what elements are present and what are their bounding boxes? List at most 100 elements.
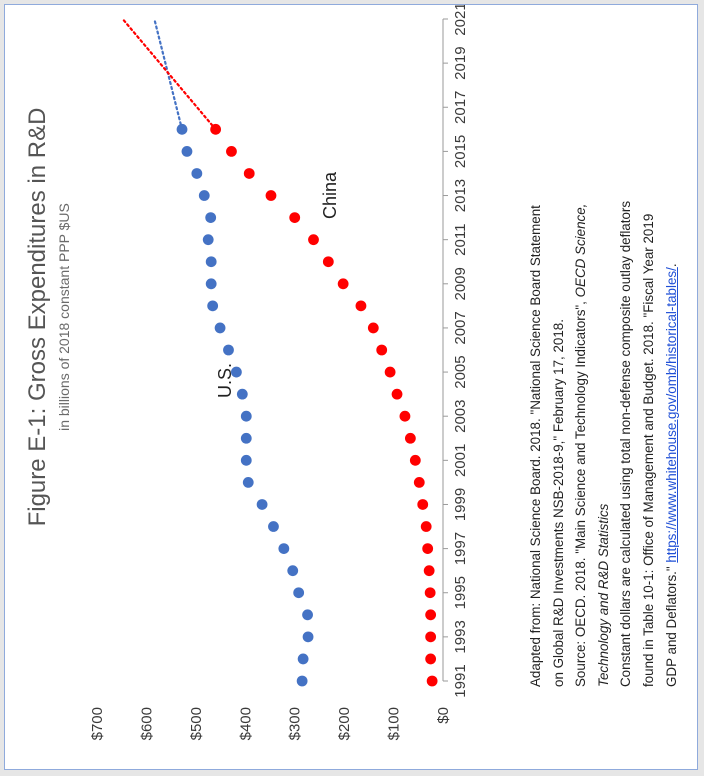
data-point-us — [240, 454, 252, 466]
note-line-2: on Global R&D Investments NSB-2018-9," F… — [550, 319, 566, 687]
data-point-china — [409, 454, 421, 466]
data-point-us — [240, 410, 252, 422]
data-point-us — [198, 190, 210, 201]
y-tick-label: $400 — [237, 707, 254, 740]
data-point-us — [296, 675, 308, 687]
whitehouse-link[interactable]: https://www.whitehouse.gov/omb/historica… — [663, 267, 679, 563]
x-tick-label: 2017 — [452, 91, 469, 124]
data-point-us — [287, 565, 299, 577]
data-point-us — [176, 123, 188, 135]
note-line-6: found in Table 10-1: Office of Managemen… — [640, 213, 656, 687]
note-line-7-text: GDP and Deflators." — [663, 562, 679, 687]
data-point-us — [293, 587, 305, 599]
data-point-china — [423, 565, 435, 577]
data-point-us — [236, 388, 248, 400]
data-point-china — [425, 609, 437, 621]
data-point-china — [226, 146, 237, 157]
data-point-us — [297, 653, 309, 665]
x-tick-label: 2013 — [452, 179, 469, 212]
data-point-china — [417, 499, 429, 510]
data-point-china — [243, 168, 255, 179]
rotated-figure: Figure E-1: Gross Expenditures in R&D in… — [5, 5, 699, 771]
data-point-china — [337, 278, 349, 290]
data-point-us — [223, 344, 234, 356]
data-point-us — [207, 300, 219, 312]
note-line-3-text: Source: OECD. 2018. "Main Science and Te… — [573, 297, 589, 687]
x-tick-label: 2019 — [452, 46, 469, 79]
figure-frame: Figure E-1: Gross Expenditures in R&D in… — [4, 4, 698, 770]
x-tick-label: 2003 — [452, 400, 469, 433]
data-point-us — [268, 521, 279, 532]
data-point-us — [214, 322, 226, 334]
data-point-us — [205, 256, 217, 268]
chart: Figure E-1: Gross Expenditures in R&D in… — [24, 5, 469, 740]
y-tick-label: $0 — [435, 707, 452, 724]
y-tick-label: $100 — [386, 707, 403, 740]
x-tick-label: 1999 — [452, 488, 469, 521]
x-tick-label: 2009 — [452, 267, 469, 300]
series-label-china: China — [320, 171, 340, 219]
x-tick-label: 1993 — [452, 620, 469, 653]
note-line-3: Source: OECD. 2018. "Main Science and Te… — [570, 47, 593, 687]
source-notes: Adapted from: National Science Board. 20… — [525, 47, 683, 687]
data-point-china — [322, 256, 334, 268]
data-point-us — [191, 168, 203, 179]
data-point-china — [422, 543, 434, 554]
series-label-us: U.S. — [215, 363, 235, 398]
trend-lines — [121, 17, 217, 131]
data-point-us — [205, 278, 217, 290]
data-point-china — [265, 190, 277, 201]
data-point-china — [210, 123, 222, 135]
data-point-china — [384, 366, 396, 378]
data-point-us — [230, 366, 242, 378]
data-point-china — [391, 388, 403, 400]
data-point-china — [425, 631, 437, 643]
data-point-china — [404, 432, 416, 444]
data-point-china — [289, 212, 301, 223]
note-line-7-end: . — [663, 263, 679, 268]
data-point-china — [420, 521, 432, 532]
data-point-china — [424, 587, 436, 599]
chart-title: Figure E-1: Gross Expenditures in R&D — [24, 108, 51, 527]
y-axis-ticks: $0 $100 $200 $300 $400 $500 $600 $700 — [89, 707, 452, 740]
data-points — [176, 123, 438, 687]
data-point-us — [302, 609, 313, 621]
data-point-china — [376, 344, 388, 356]
data-point-us — [202, 234, 214, 246]
data-point-us — [256, 499, 268, 510]
x-tick-label: 2007 — [452, 311, 469, 344]
y-tick-label: $500 — [188, 707, 205, 740]
data-point-china — [355, 300, 367, 312]
data-point-china — [425, 653, 437, 665]
note-line-7: GDP and Deflators." https://www.whitehou… — [661, 47, 684, 687]
data-point-us — [278, 543, 290, 554]
data-point-china — [308, 234, 319, 246]
data-point-china — [367, 322, 379, 334]
data-point-us — [181, 146, 193, 157]
trend-line-china — [121, 17, 217, 131]
data-point-us — [242, 476, 254, 488]
note-line-3-italic: OECD Science, — [573, 203, 589, 298]
x-tick-label: 1995 — [452, 576, 469, 609]
data-point-us — [302, 631, 314, 643]
y-tick-label: $700 — [89, 707, 106, 740]
y-tick-label: $300 — [287, 707, 304, 740]
data-point-china — [426, 675, 438, 687]
x-tick-label: 1991 — [452, 664, 469, 697]
note-line-5: Constant dollars are calculated using to… — [618, 200, 634, 687]
x-axis: 1991 1993 1995 1997 1999 2001 2003 2005 2007 2009… — [442, 5, 469, 698]
data-point-china — [413, 476, 425, 488]
x-tick-label: 2021 — [452, 5, 469, 36]
x-tick-label: 2005 — [452, 355, 469, 388]
note-line-4: Technology and R&D Statistics — [593, 47, 616, 687]
data-point-us — [240, 432, 252, 444]
data-point-china — [399, 410, 411, 422]
y-tick-label: $600 — [138, 707, 155, 740]
chart-subtitle: in billions of 2018 constant PPP $US — [56, 203, 72, 431]
x-tick-label: 2015 — [452, 135, 469, 168]
y-tick-label: $200 — [336, 707, 353, 740]
x-tick-label: 2001 — [452, 444, 469, 477]
x-tick-label: 1997 — [452, 532, 469, 565]
data-point-us — [205, 212, 217, 223]
note-line-4-italic: Technology and R&D Statistics — [595, 503, 611, 687]
